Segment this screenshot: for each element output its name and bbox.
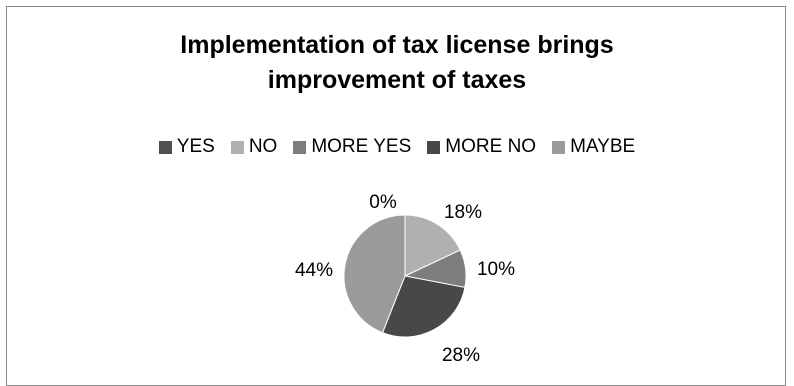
legend-label-no: NO	[248, 136, 278, 157]
chart-title: Implementation of tax license brings imp…	[0, 28, 794, 98]
legend-item-more-yes: MORE YES	[293, 136, 411, 158]
data-label-no: 18%	[444, 202, 482, 223]
chart-title-line-2: improvement of taxes	[267, 66, 527, 94]
pie-data-labels: 0% 18% 10% 28% 44%	[295, 192, 515, 366]
chart-legend: YES NO MORE YES MORE NO MAYBE	[0, 136, 794, 158]
legend-item-no: NO	[230, 136, 278, 158]
legend-swatch-yes	[158, 140, 172, 154]
legend-label-more-no: MORE NO	[445, 136, 537, 157]
data-label-maybe: 44%	[295, 260, 333, 281]
legend-item-maybe: MAYBE	[552, 136, 635, 158]
pie-slice-more-no	[381, 275, 466, 338]
legend-label-maybe: MAYBE	[570, 136, 636, 157]
legend-item-yes: YES	[158, 136, 215, 158]
legend-label-more-yes: MORE YES	[311, 136, 412, 157]
legend-swatch-maybe	[552, 140, 566, 154]
pie-chart: 0% 18% 10% 28% 44%	[295, 192, 515, 366]
legend-swatch-more-yes	[293, 140, 307, 154]
data-label-yes: 0%	[369, 192, 397, 213]
data-label-more-yes: 10%	[477, 259, 515, 280]
pie-slices	[343, 214, 467, 338]
pie-slice-maybe	[343, 214, 406, 334]
legend-item-more-no: MORE NO	[427, 136, 536, 158]
legend-label-yes: YES	[176, 136, 215, 157]
data-label-more-no: 28%	[442, 345, 480, 366]
legend-swatch-more-no	[427, 140, 441, 154]
chart-title-line-1: Implementation of tax license brings	[180, 31, 614, 59]
pie-slice-no	[404, 214, 461, 277]
legend-swatch-no	[230, 140, 244, 154]
